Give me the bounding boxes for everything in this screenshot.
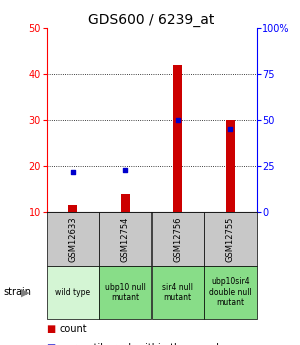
Text: ■: ■ bbox=[46, 343, 56, 345]
Text: count: count bbox=[60, 324, 88, 334]
Point bbox=[123, 167, 128, 172]
Text: GSM12756: GSM12756 bbox=[173, 216, 182, 262]
Text: ubp10sir4
double null
mutant: ubp10sir4 double null mutant bbox=[209, 277, 252, 307]
Text: ▶: ▶ bbox=[21, 287, 30, 297]
Text: percentile rank within the sample: percentile rank within the sample bbox=[60, 343, 225, 345]
Text: sir4 null
mutant: sir4 null mutant bbox=[162, 283, 193, 302]
Bar bbox=[226, 120, 235, 212]
Point bbox=[175, 117, 180, 122]
Point bbox=[228, 126, 233, 132]
Point bbox=[70, 169, 75, 174]
Bar bbox=[173, 65, 182, 212]
Bar bbox=[68, 205, 77, 212]
Text: GSM12754: GSM12754 bbox=[121, 216, 130, 262]
Text: GSM12633: GSM12633 bbox=[68, 216, 77, 262]
Text: strain: strain bbox=[3, 287, 31, 297]
Text: ubp10 null
mutant: ubp10 null mutant bbox=[105, 283, 146, 302]
Text: wild type: wild type bbox=[55, 288, 90, 297]
Bar bbox=[121, 194, 130, 212]
Text: ■: ■ bbox=[46, 324, 56, 334]
Title: GDS600 / 6239_at: GDS600 / 6239_at bbox=[88, 12, 215, 27]
Text: GSM12755: GSM12755 bbox=[226, 216, 235, 262]
